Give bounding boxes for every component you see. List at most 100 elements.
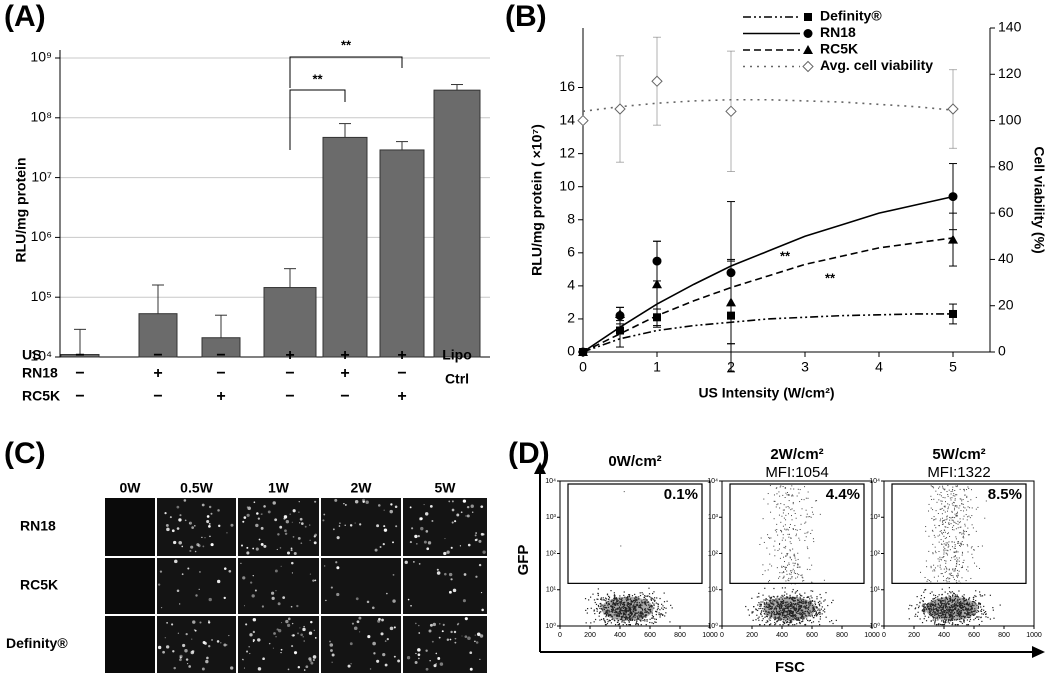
event-dot (634, 599, 636, 601)
event-dot (610, 608, 613, 611)
speck (178, 541, 182, 545)
event-dot (797, 564, 799, 566)
event-dot (960, 614, 962, 616)
condition-mark: + (340, 347, 349, 364)
event-dot (916, 604, 918, 606)
speck (418, 632, 421, 634)
event-dot (942, 531, 944, 533)
event-dot (648, 587, 650, 589)
speck (366, 600, 370, 604)
event-dot (908, 618, 910, 620)
event-dot (779, 495, 781, 497)
speck (302, 636, 304, 638)
event-dot (938, 551, 940, 553)
condition-label: US (22, 347, 41, 363)
event-dot (832, 622, 834, 625)
event-dot (931, 499, 933, 501)
event-dot (964, 525, 966, 527)
event-dot (600, 611, 602, 613)
event-dot (938, 525, 940, 527)
event-dot (933, 594, 935, 596)
event-dot (768, 595, 770, 597)
speck (410, 605, 412, 607)
event-dot (933, 604, 935, 607)
event-dot (941, 573, 943, 575)
event-dot (977, 506, 979, 508)
event-dot (650, 611, 652, 613)
event-dot (612, 605, 614, 607)
event-dot (949, 574, 951, 576)
event-dot (985, 613, 987, 616)
speck (404, 560, 408, 564)
event-dot (978, 616, 980, 618)
event-dot (939, 530, 941, 532)
speck (218, 524, 221, 528)
event-dot (623, 491, 625, 493)
event-dot (621, 597, 623, 599)
event-dot (628, 594, 630, 596)
event-dot (961, 533, 963, 535)
event-dot (981, 613, 983, 615)
marker (948, 234, 958, 244)
event-dot (640, 620, 642, 622)
event-dot (597, 598, 599, 600)
event-dot (771, 607, 773, 609)
event-dot (979, 594, 981, 596)
speck (459, 545, 462, 547)
event-dot (941, 507, 943, 509)
gate (567, 483, 703, 584)
speck (255, 523, 259, 528)
event-dot (638, 602, 640, 604)
event-dot (792, 501, 794, 503)
event-dot (974, 595, 976, 597)
event-dot (637, 618, 640, 620)
event-dot (781, 515, 783, 517)
x-tick-label: 400 (614, 632, 626, 639)
event-dot (959, 610, 961, 613)
event-dot (629, 607, 632, 610)
event-dot (781, 566, 783, 568)
event-dot (773, 587, 775, 590)
event-dot (640, 603, 642, 605)
event-dot (624, 601, 626, 603)
marker (803, 29, 813, 38)
event-dot (662, 614, 664, 616)
event-dot (777, 603, 779, 605)
event-dot (790, 543, 792, 545)
marker (726, 297, 736, 307)
event-dot (961, 622, 964, 625)
speck (314, 500, 317, 503)
event-dot (941, 517, 943, 519)
event-dot (948, 620, 950, 622)
event-dot (960, 612, 962, 614)
marker (725, 105, 737, 118)
event-dot (622, 615, 624, 617)
event-dot (627, 597, 629, 599)
event-dot (954, 548, 956, 550)
event-dot (586, 608, 589, 610)
event-dot (958, 590, 960, 592)
event-dot (607, 621, 609, 623)
event-dot (801, 614, 804, 616)
event-dot (798, 537, 800, 539)
event-dot (660, 613, 663, 615)
event-dot (627, 617, 629, 619)
speck (424, 512, 429, 516)
event-dot (782, 486, 784, 488)
event-dot (799, 607, 802, 610)
x-tick-label: 0 (579, 359, 587, 375)
event-dot (957, 602, 959, 604)
event-dot (770, 617, 772, 619)
event-dot (960, 604, 962, 606)
event-dot (608, 614, 611, 616)
event-dot (642, 612, 644, 615)
event-dot (946, 516, 948, 518)
speck (283, 515, 288, 519)
event-dot (766, 614, 768, 616)
event-dot (628, 624, 630, 626)
event-dot (805, 497, 807, 499)
event-dot (918, 605, 920, 607)
event-dot (774, 621, 776, 624)
y-tick-label: 10⁰ (545, 622, 556, 630)
event-dot (808, 613, 810, 615)
